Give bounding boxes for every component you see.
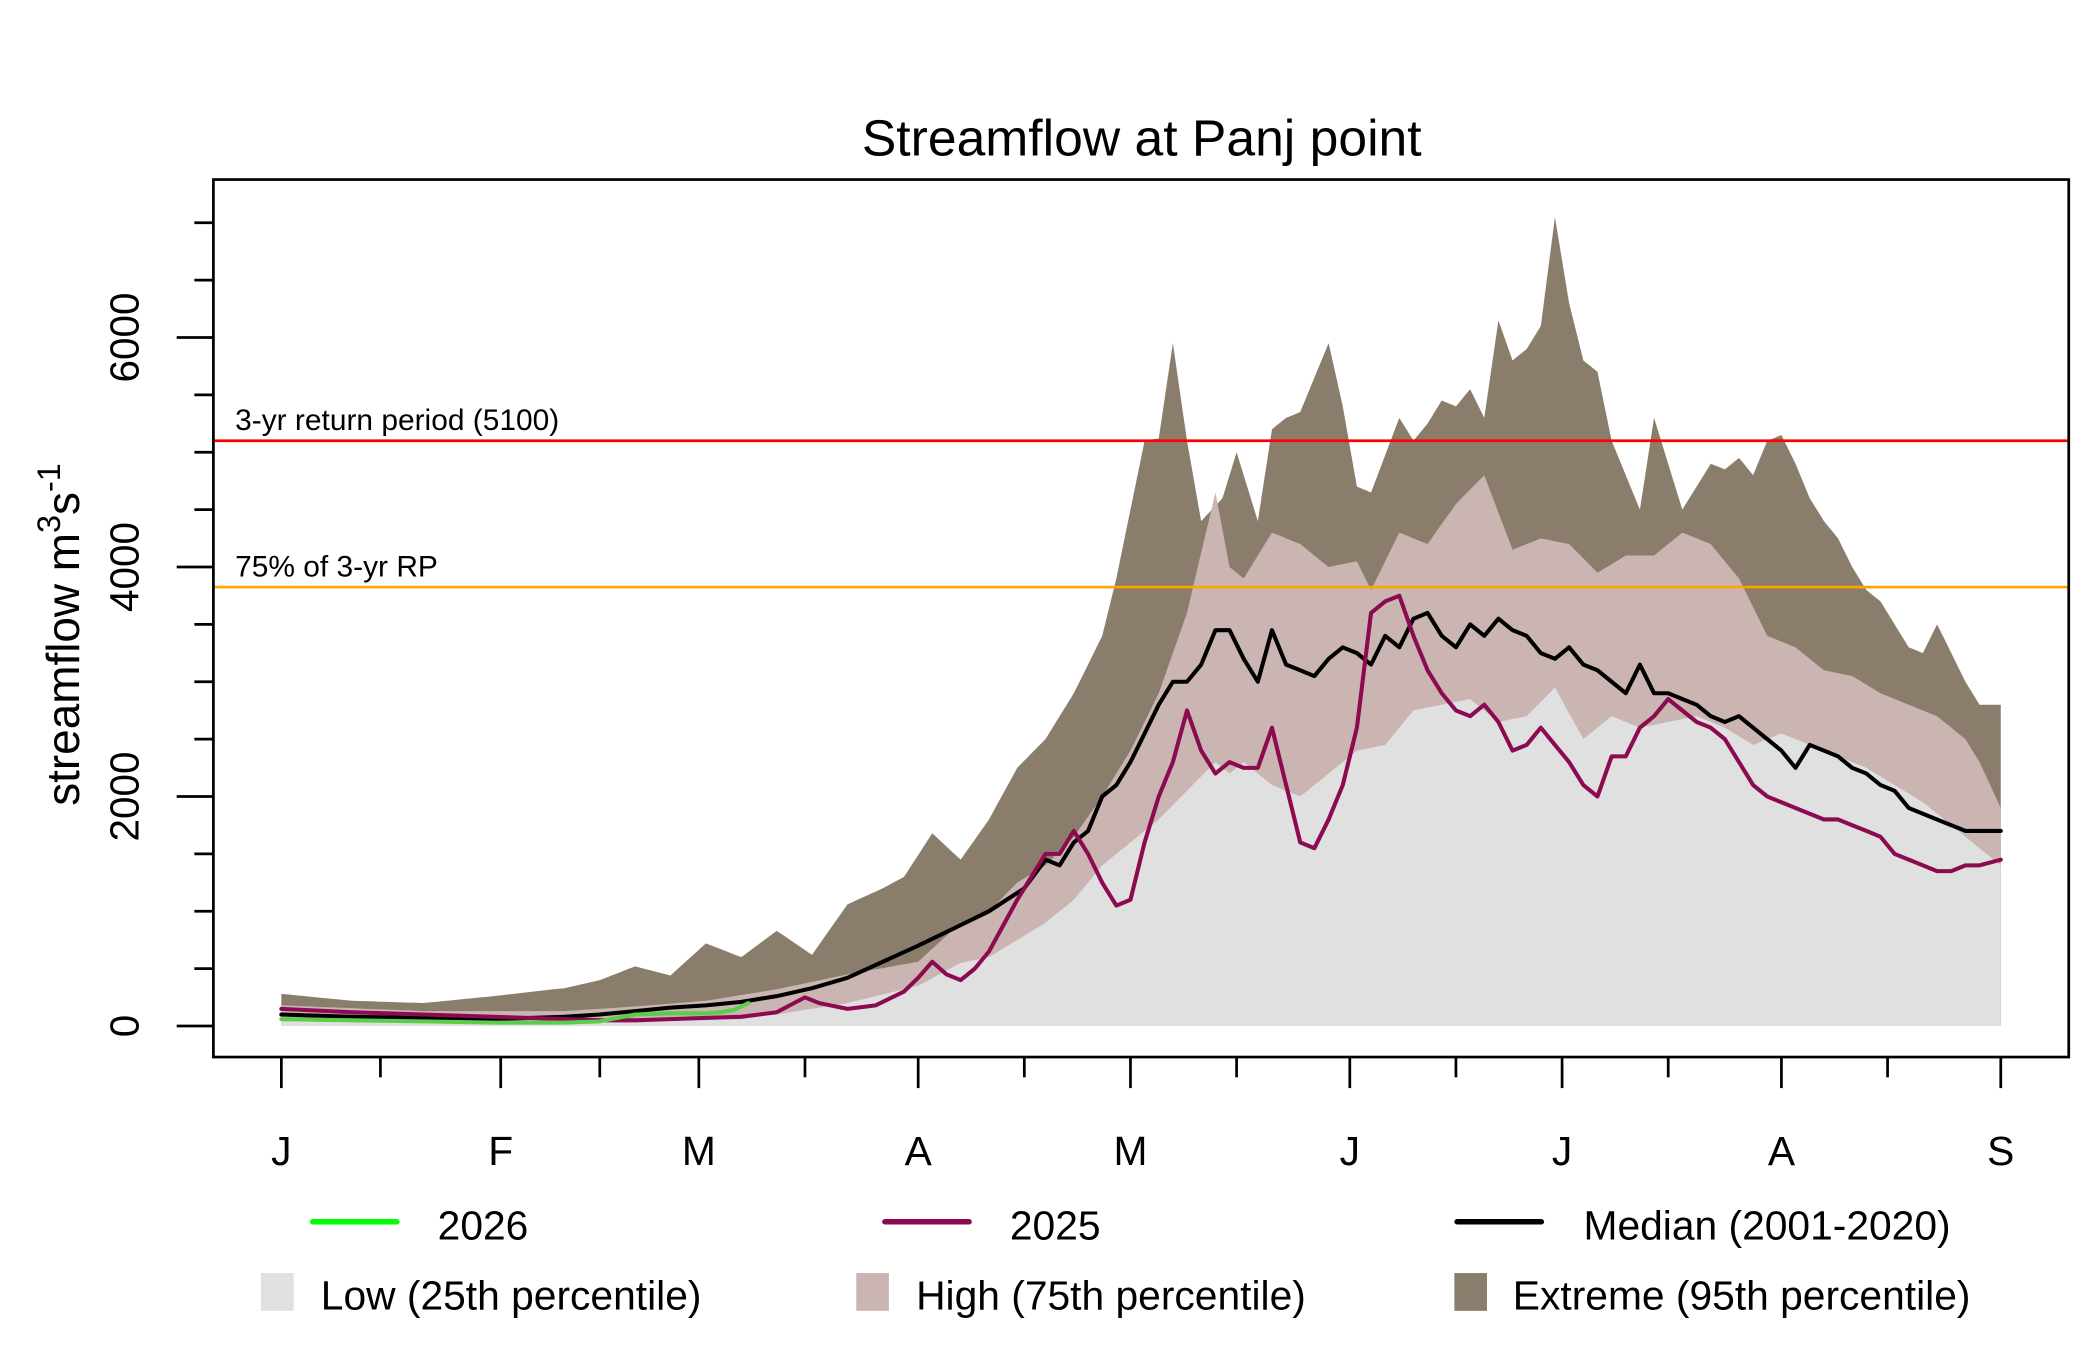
y-tick-label: 6000 <box>102 292 148 382</box>
reference-lines: 3-yr return period (5100) 75% of 3-yr RP <box>214 404 2068 589</box>
series-lines <box>279 593 2003 1025</box>
x-tick-label: S <box>1987 1128 2014 1174</box>
x-tick-label: J <box>271 1128 291 1174</box>
x-tick-label: J <box>1340 1128 1360 1174</box>
series-line-median <box>279 610 2003 1022</box>
series-line-2026 <box>279 1001 751 1025</box>
x-tick-label: M <box>682 1128 716 1174</box>
y-tick-label: 4000 <box>102 522 148 612</box>
y-axis-label: streamflow m3s-1 <box>31 463 89 806</box>
y-tick-label: 0 <box>102 1015 148 1038</box>
legend-label: High (75th percentile) <box>916 1273 1306 1319</box>
y-axis: 0 2000 4000 6000 <box>102 221 214 1038</box>
legend-label: Low (25th percentile) <box>321 1273 702 1319</box>
percentile-bands <box>281 217 2001 1026</box>
legend-label: Median (2001-2020) <box>1583 1202 1950 1248</box>
legend-label: 2025 <box>1010 1202 1101 1248</box>
x-tick-label: F <box>488 1128 513 1174</box>
ref-line-label: 75% of 3-yr RP <box>235 550 438 583</box>
series-line-2025 <box>279 593 2003 1023</box>
legend-label: 2026 <box>438 1202 529 1248</box>
x-tick-label: J <box>1552 1128 1572 1174</box>
x-tick-label: A <box>905 1128 933 1174</box>
x-tick-label: A <box>1768 1128 1796 1174</box>
x-tick-label: M <box>1113 1128 1147 1174</box>
legend-box-swatch <box>1454 1273 1487 1311</box>
legend: 2026 2025 Median (2001-2020) Low (25th perc… <box>260 1202 1971 1319</box>
legend-box-swatch <box>260 1273 294 1311</box>
plot-frame <box>212 178 2071 1059</box>
legend-label: Extreme (95th percentile) <box>1513 1273 1971 1319</box>
legend-box-swatch <box>856 1273 889 1311</box>
chart-title: Streamflow at Panj point <box>862 108 1422 166</box>
y-tick-label: 2000 <box>102 751 148 841</box>
ref-line-label: 3-yr return period (5100) <box>235 404 559 437</box>
